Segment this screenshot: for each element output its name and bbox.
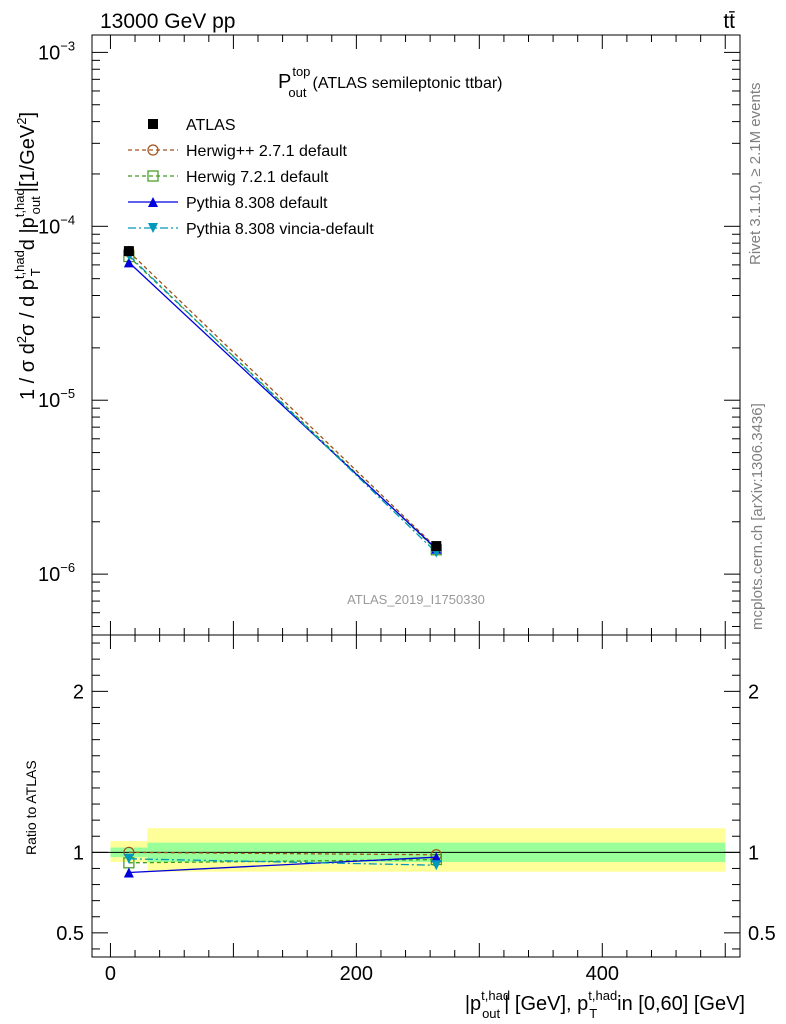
legend: ATLAS Herwig++ 2.7.1 default Herwig 7.2.1 … — [128, 117, 374, 238]
title-sub: out — [288, 85, 306, 100]
legend-label-0: ATLAS — [186, 117, 236, 134]
y-tick-label: 10−5 — [38, 386, 75, 412]
rivet-label: Rivet 3.1.10, ≥ 2.1M events — [747, 83, 764, 266]
x-tick-label: 0 — [105, 963, 116, 985]
series-line-2 — [128, 261, 437, 550]
ratio-y-tick-label: 2 — [73, 681, 84, 703]
title-main: P — [278, 71, 291, 93]
ratio-line-0 — [128, 851, 437, 856]
data-point — [431, 541, 442, 552]
legend-label-2: Herwig 7.2.1 default — [186, 169, 329, 186]
title-sup: top — [292, 64, 310, 79]
ratio-point-3 — [123, 853, 134, 864]
ratio-y-tick-label: 0.5 — [56, 923, 84, 945]
legend-marker-4 — [148, 223, 158, 233]
ratio-point-3 — [431, 860, 442, 871]
main-series — [123, 246, 442, 558]
ratio-y-tick-label-right: 0.5 — [748, 923, 776, 945]
legend-marker-3 — [148, 197, 158, 207]
series-line-0 — [128, 251, 437, 549]
y-tick-label: 10−6 — [38, 560, 75, 586]
ratio-point-2 — [431, 852, 442, 863]
x-tick-label: 400 — [586, 963, 619, 985]
ratio-line-3 — [128, 858, 437, 866]
legend-label-3: Pythia 8.308 default — [186, 195, 328, 212]
mcplots-label: mcplots.cern.ch [arXiv:1306.3436] — [749, 403, 766, 630]
ratio-line-1 — [128, 858, 437, 864]
legend-marker-2 — [147, 170, 159, 182]
ratio-line-2 — [128, 856, 437, 874]
title-rest: (ATLAS semileptonic ttbar) — [313, 75, 503, 92]
ratio-series — [123, 846, 442, 878]
series-point-2 — [123, 257, 134, 268]
header-right: tt̄ — [723, 10, 735, 33]
legend-marker-1 — [147, 144, 159, 156]
header-left: 13000 GeV pp — [100, 10, 235, 33]
analysis-tag: ATLAS_2019_I1750330 — [347, 592, 485, 607]
y-axis-label: 1 / σ d2σ / d pt,hadTd |pt,hadout|[1/GeV… — [12, 112, 43, 400]
legend-label-4: Pythia 8.308 vincia-default — [186, 221, 374, 238]
plot-title: Ptop out (ATLAS semileptonic ttbar) — [278, 64, 503, 100]
legend-marker-0 — [148, 119, 158, 129]
legend-label-1: Herwig++ 2.7.1 default — [186, 143, 348, 160]
ratio-y-axis-label: Ratio to ATLAS — [23, 760, 39, 855]
x-tick-label: 200 — [340, 963, 373, 985]
series-line-3 — [128, 254, 437, 554]
data-point — [123, 246, 134, 257]
ratio-y-tick-label-right: 1 — [748, 842, 759, 864]
ratio-point-2 — [123, 867, 134, 878]
y-tick-label: 10−4 — [38, 212, 75, 238]
ratio-plot-frame — [91, 634, 741, 958]
ratio-y-tick-label-right: 2 — [748, 681, 759, 703]
y-tick-label: 10−3 — [38, 38, 75, 64]
ratio-y-tick-label: 1 — [73, 842, 84, 864]
axes: 0 200 400 10−6 10−5 10−4 10−3 0.5 0.5 1 1 2 2 — [38, 35, 776, 985]
